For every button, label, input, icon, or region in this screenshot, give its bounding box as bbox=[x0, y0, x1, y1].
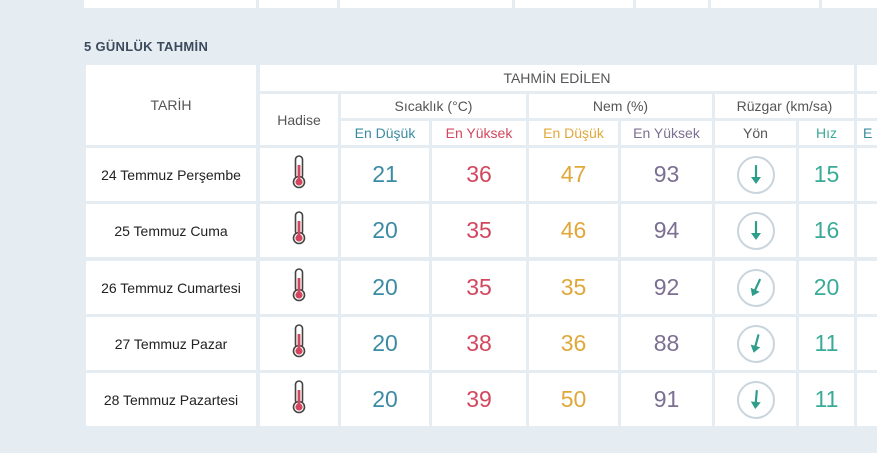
humidity-min-header: En Düşük bbox=[529, 121, 618, 145]
temp-min-header: En Düşük bbox=[341, 121, 429, 145]
forecast-header: TAHMİN EDİLEN bbox=[260, 65, 854, 91]
humidity-min-value: 47 bbox=[529, 148, 618, 201]
temp-max-header: En Yüksek bbox=[432, 121, 526, 145]
thermometer-hot-icon bbox=[291, 211, 307, 250]
partial-header-cell bbox=[857, 94, 877, 118]
partial-header-label: E bbox=[857, 121, 877, 145]
humidity-max-value: 93 bbox=[621, 148, 712, 201]
section-title: 5 GÜNLÜK TAHMİN bbox=[84, 39, 209, 54]
wind-speed-value: 11 bbox=[799, 317, 854, 370]
humidity-max-value: 92 bbox=[621, 261, 712, 314]
temp-max-value: 35 bbox=[432, 261, 526, 314]
temp-min-value: 20 bbox=[341, 261, 429, 314]
partial-cell bbox=[857, 261, 877, 314]
humidity-header: Nem (%) bbox=[529, 94, 712, 118]
date-cell: 25 Temmuz Cuma bbox=[86, 204, 256, 257]
temperature-header: Sıcaklık (°C) bbox=[341, 94, 526, 118]
thermometer-hot-icon bbox=[291, 155, 307, 194]
event-cell bbox=[260, 261, 338, 314]
wind-direction-arrow-icon bbox=[736, 155, 775, 194]
event-cell bbox=[260, 204, 338, 257]
humidity-min-value: 35 bbox=[529, 261, 618, 314]
wind-speed-value: 20 bbox=[799, 261, 854, 314]
wind-header: Rüzgar (km/sa) bbox=[715, 94, 854, 118]
humidity-max-value: 88 bbox=[621, 317, 712, 370]
partial-header-cell bbox=[857, 65, 877, 91]
humidity-max-value: 94 bbox=[621, 204, 712, 257]
event-cell bbox=[260, 373, 338, 426]
partial-cell bbox=[857, 204, 877, 257]
partial-cell bbox=[857, 317, 877, 370]
date-cell: 24 Temmuz Perşembe bbox=[86, 148, 256, 201]
humidity-max-value: 91 bbox=[621, 373, 712, 426]
wind-direction-arrow-icon bbox=[736, 380, 775, 419]
wind-direction-cell bbox=[715, 373, 796, 426]
humidity-min-value: 46 bbox=[529, 204, 618, 257]
wind-direction-arrow-icon bbox=[736, 268, 775, 307]
temp-max-value: 35 bbox=[432, 204, 526, 257]
event-header: Hadise bbox=[260, 94, 338, 145]
date-cell: 26 Temmuz Cumartesi bbox=[86, 261, 256, 314]
date-cell: 28 Temmuz Pazartesi bbox=[86, 373, 256, 426]
date-header: TARİH bbox=[86, 65, 256, 145]
wind-direction-cell bbox=[715, 317, 796, 370]
temp-min-value: 20 bbox=[341, 373, 429, 426]
wind-direction-arrow-icon bbox=[736, 211, 775, 250]
wind-direction-header: Yön bbox=[715, 121, 796, 145]
wind-direction-arrow-icon bbox=[736, 324, 775, 363]
temp-min-value: 20 bbox=[341, 204, 429, 257]
previous-table-bottom bbox=[84, 0, 877, 8]
thermometer-hot-icon bbox=[291, 324, 307, 363]
humidity-min-value: 36 bbox=[529, 317, 618, 370]
humidity-min-value: 50 bbox=[529, 373, 618, 426]
wind-direction-cell bbox=[715, 148, 796, 201]
partial-cell bbox=[857, 148, 877, 201]
event-cell bbox=[260, 148, 338, 201]
wind-speed-value: 11 bbox=[799, 373, 854, 426]
event-cell bbox=[260, 317, 338, 370]
temp-max-value: 39 bbox=[432, 373, 526, 426]
humidity-max-header: En Yüksek bbox=[621, 121, 712, 145]
temp-max-value: 36 bbox=[432, 148, 526, 201]
wind-speed-value: 15 bbox=[799, 148, 854, 201]
date-cell: 27 Temmuz Pazar bbox=[86, 317, 256, 370]
thermometer-hot-icon bbox=[291, 268, 307, 307]
thermometer-hot-icon bbox=[291, 380, 307, 419]
temp-min-value: 20 bbox=[341, 317, 429, 370]
temp-min-value: 21 bbox=[341, 148, 429, 201]
temp-max-value: 38 bbox=[432, 317, 526, 370]
wind-direction-cell bbox=[715, 261, 796, 314]
wind-speed-value: 16 bbox=[799, 204, 854, 257]
wind-speed-header: Hız bbox=[799, 121, 854, 145]
partial-cell bbox=[857, 373, 877, 426]
wind-direction-cell bbox=[715, 204, 796, 257]
